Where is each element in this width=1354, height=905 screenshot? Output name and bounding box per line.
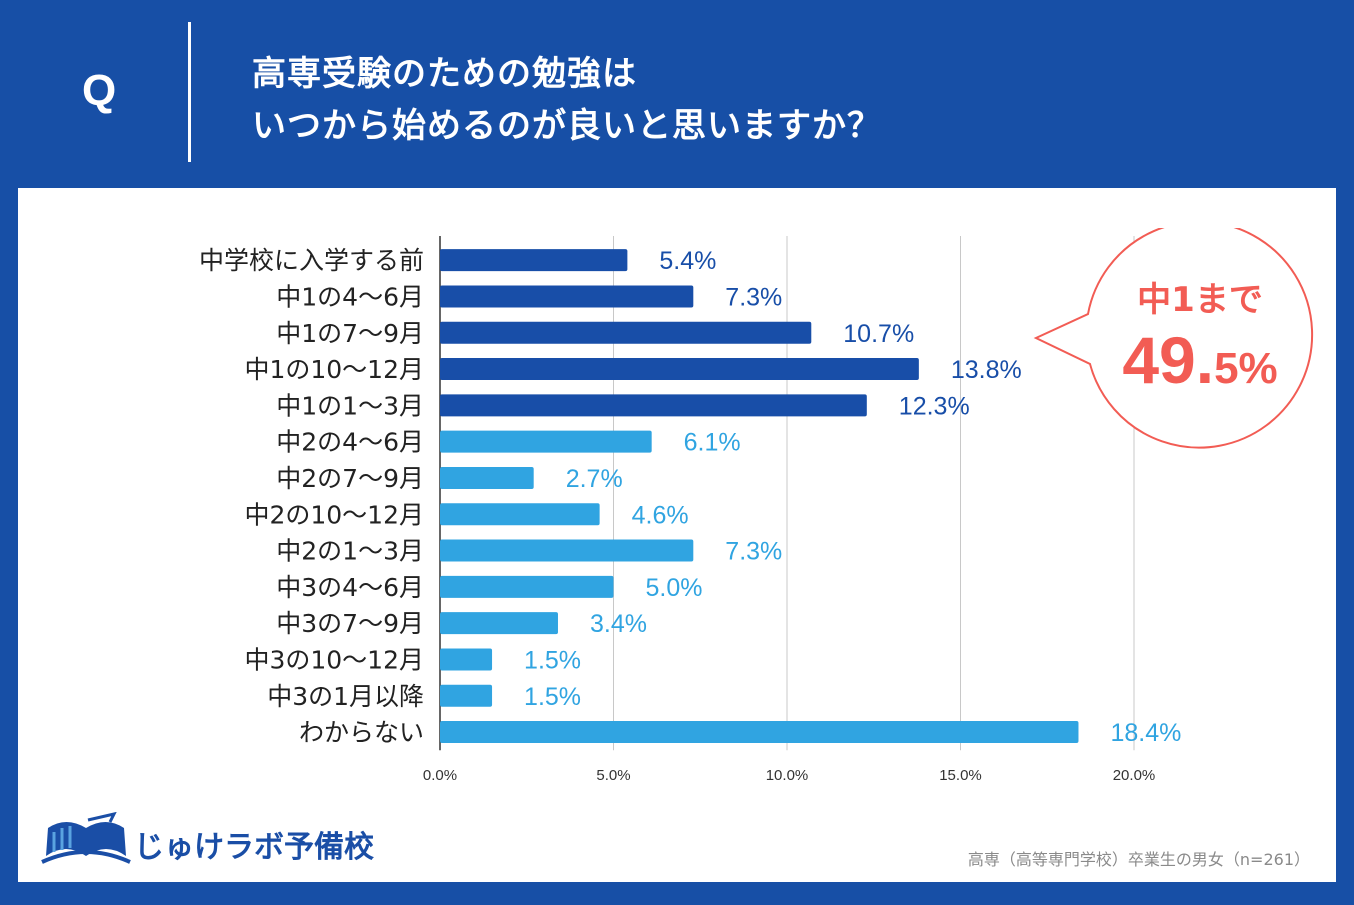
- x-tick-label: 20.0%: [1113, 767, 1156, 784]
- bar: [440, 721, 1079, 744]
- footnote: 高専（高等専門学校）卒業生の男女（n=261）: [967, 850, 1310, 869]
- bar: [440, 249, 628, 272]
- bar: [440, 430, 652, 453]
- bar: [440, 321, 812, 344]
- value-label: 4.6%: [632, 501, 689, 529]
- bar: [440, 575, 614, 598]
- value-label: 2.7%: [566, 465, 623, 493]
- category-label: 中2の10〜12月: [244, 500, 424, 529]
- value-label: 7.3%: [725, 283, 782, 311]
- x-tick-label: 10.0%: [766, 767, 809, 784]
- callout-value-main: 49.: [1122, 323, 1215, 397]
- header: Q 高専受験のための勉強は いつから始めるのが良いと思いますか？: [0, 0, 1354, 188]
- category-label: 中学校に入学する前: [199, 246, 424, 275]
- value-label: 5.0%: [646, 574, 703, 602]
- callout-outline: [1033, 228, 1314, 449]
- category-label: 中1の10〜12月: [244, 355, 424, 384]
- callout-value: 49.5%: [1085, 322, 1315, 398]
- bar: [440, 503, 600, 526]
- category-label: 中1の7〜9月: [276, 319, 424, 348]
- category-label: わからない: [299, 718, 424, 747]
- value-label: 3.4%: [590, 610, 647, 638]
- value-label: 7.3%: [725, 538, 782, 566]
- question-mark-label: Q: [82, 66, 117, 115]
- header-divider: [188, 22, 191, 162]
- bar: [440, 285, 694, 308]
- value-label: 18.4%: [1110, 719, 1181, 747]
- x-tick-label: 0.0%: [423, 767, 457, 784]
- bar: [440, 648, 493, 671]
- callout-label: 中1まで: [1137, 280, 1263, 320]
- value-label: 5.4%: [659, 247, 716, 275]
- question-title-line-2: いつから始めるのが良いと思いますか？: [252, 106, 882, 146]
- bar: [440, 684, 493, 707]
- bar: [440, 466, 534, 489]
- callout-bubble: [1033, 228, 1314, 449]
- value-label: 12.3%: [899, 392, 970, 420]
- x-tick-label: 15.0%: [939, 767, 982, 784]
- value-label: 1.5%: [524, 646, 581, 674]
- bar: [440, 612, 558, 635]
- bar: [440, 539, 694, 562]
- logo-text: じゅけラボ予備校: [134, 830, 374, 865]
- category-label: 中2の1〜3月: [276, 537, 424, 566]
- category-label: 中3の1月以降: [267, 682, 424, 711]
- value-label: 13.8%: [951, 356, 1022, 384]
- value-label: 1.5%: [524, 683, 581, 711]
- question-title-line-1: 高専受験のための勉強は: [252, 54, 637, 94]
- category-label: 中2の7〜9月: [276, 464, 424, 493]
- open-book-icon: [41, 812, 131, 864]
- callout-value-decimal: 5: [1214, 344, 1239, 393]
- category-label: 中1の4〜6月: [276, 282, 424, 311]
- callout-value-unit: %: [1238, 344, 1278, 393]
- category-label: 中2の4〜6月: [276, 428, 424, 457]
- category-label: 中3の7〜9月: [276, 609, 424, 638]
- category-label: 中3の10〜12月: [244, 645, 424, 674]
- x-tick-label: 5.0%: [596, 767, 630, 784]
- bar: [440, 394, 867, 417]
- value-label: 6.1%: [684, 429, 741, 457]
- category-label: 中3の4〜6月: [276, 573, 424, 602]
- category-label: 中1の1〜3月: [276, 391, 424, 420]
- value-label: 10.7%: [843, 320, 914, 348]
- bar: [440, 358, 919, 381]
